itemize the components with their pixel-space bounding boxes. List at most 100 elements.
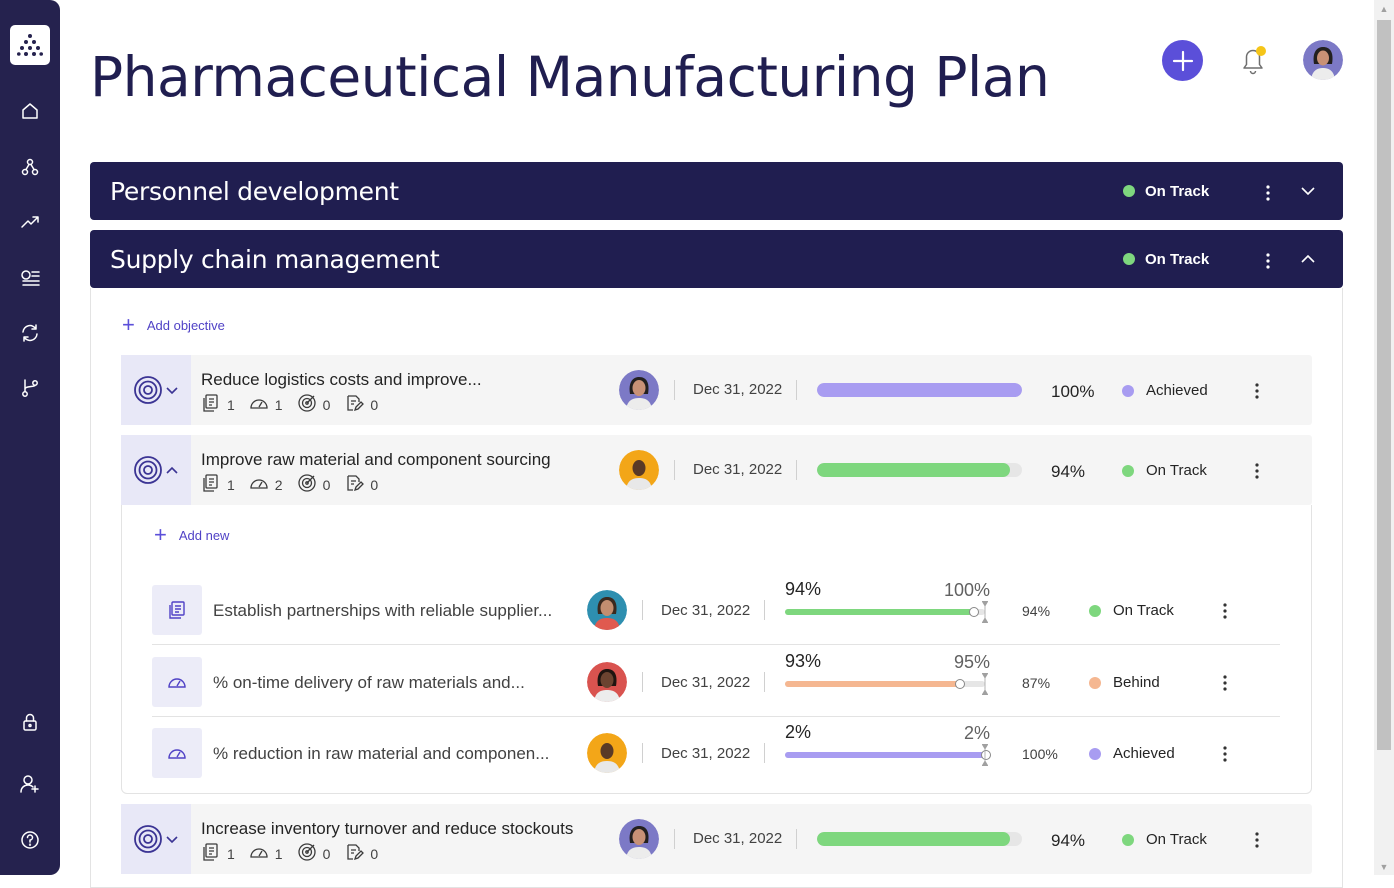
key-result-title[interactable]: Establish partnerships with reliable sup… (213, 601, 553, 620)
owner-avatar[interactable] (587, 662, 627, 702)
notifications-button[interactable] (1238, 44, 1268, 76)
meta-count-value: 0 (370, 845, 379, 862)
add-objective-link[interactable]: + Add objective (122, 314, 225, 336)
user-avatar[interactable] (1303, 40, 1343, 80)
key-result-status: On Track (1089, 602, 1174, 619)
key-result-row[interactable]: % reduction in raw material and componen… (152, 718, 1280, 788)
meta-count-value: 0 (322, 845, 331, 862)
key-result-row[interactable]: Establish partnerships with reliable sup… (152, 575, 1280, 645)
due-date: Dec 31, 2022 (661, 745, 751, 762)
edit-note-icon (344, 473, 370, 496)
chevron-up-icon[interactable] (1298, 249, 1318, 269)
owner-avatar[interactable] (587, 733, 627, 773)
progress-fill (785, 609, 973, 615)
scroll-down-icon[interactable]: ▼ (1379, 861, 1389, 872)
home-icon[interactable] (18, 99, 42, 123)
help-icon[interactable] (18, 828, 42, 852)
progress-knob[interactable] (981, 750, 991, 760)
more-options-icon[interactable] (1215, 744, 1235, 764)
lock-icon[interactable] (18, 710, 42, 734)
meta-count: 0 (344, 473, 378, 496)
objective-row[interactable]: Increase inventory turnover and reduce s… (121, 804, 1312, 874)
objective-toggle[interactable] (121, 435, 191, 505)
objective-title[interactable]: Improve raw material and component sourc… (201, 450, 551, 469)
objective-title[interactable]: Reduce logistics costs and improve... (201, 370, 482, 389)
target-value: 2% (963, 723, 990, 743)
objective-target-icon (134, 376, 178, 404)
scroll-up-icon[interactable]: ▲ (1379, 3, 1389, 14)
key-result-row[interactable]: % on-time delivery of raw materials and.… (152, 647, 1280, 717)
progress-percent: 100% (1022, 746, 1058, 762)
scroll-thumb[interactable] (1377, 20, 1391, 750)
edit-note-icon (344, 393, 370, 416)
more-options-icon[interactable] (1215, 601, 1235, 621)
objective-toggle[interactable] (121, 804, 191, 874)
meta-count-value: 1 (274, 396, 283, 413)
more-options-icon[interactable] (1247, 461, 1267, 481)
key-results-panel (121, 505, 1312, 794)
objective-status: On Track (1122, 831, 1207, 848)
objective-toggle[interactable] (121, 355, 191, 425)
progress-percent: 87% (1022, 675, 1051, 691)
meta-count: 0 (297, 473, 330, 496)
owner-avatar[interactable] (619, 370, 659, 410)
more-options-icon[interactable] (1215, 673, 1235, 693)
current-value: 94% (785, 579, 822, 599)
more-options-icon[interactable] (1247, 381, 1267, 401)
key-result-title[interactable]: % reduction in raw material and componen… (213, 744, 550, 763)
meta-count: 1 (201, 473, 235, 496)
status-dot (1123, 185, 1135, 197)
progress-bar (817, 463, 1022, 477)
owner-avatar[interactable] (619, 450, 659, 490)
branch-icon[interactable] (18, 376, 42, 400)
chevron-down-icon[interactable] (1298, 181, 1318, 201)
meta-count: 0 (297, 842, 331, 865)
progress-bar (817, 383, 1022, 397)
sync-icon[interactable] (18, 321, 42, 345)
key-result-title[interactable]: % on-time delivery of raw materials and.… (213, 673, 525, 692)
more-options-icon[interactable] (1258, 251, 1278, 271)
network-icon[interactable] (18, 155, 42, 179)
group-title: Personnel development (110, 176, 399, 206)
group-title: Supply chain management (110, 244, 440, 274)
group-header[interactable]: Personnel development On Track (90, 162, 1343, 220)
owner-avatar[interactable] (587, 590, 627, 630)
objective-meta: 1 2 0 0 (201, 473, 392, 496)
meta-count: 1 (201, 842, 235, 865)
status-dot (1122, 464, 1134, 477)
status-dot (1122, 384, 1134, 397)
edit-note-icon (344, 842, 370, 865)
current-value: 93% (785, 651, 822, 671)
progress-knob[interactable] (955, 679, 965, 689)
objective-row[interactable]: Improve raw material and component sourc… (121, 435, 1312, 505)
app-logo-icon[interactable] (10, 25, 50, 65)
meta-count-value: 0 (322, 396, 331, 413)
objective-target-icon (134, 825, 178, 853)
gauge-icon (249, 473, 275, 496)
status-label: On Track (1113, 602, 1174, 619)
add-new-link[interactable]: + Add new (154, 524, 229, 546)
more-options-icon[interactable] (1258, 183, 1278, 203)
status-dot (1089, 676, 1101, 689)
divider (764, 743, 765, 763)
status-dot (1122, 833, 1134, 846)
group-header[interactable]: Supply chain management On Track (90, 230, 1343, 288)
gauge-icon (152, 657, 202, 707)
owner-avatar[interactable] (619, 819, 659, 859)
due-date: Dec 31, 2022 (693, 461, 783, 478)
trend-up-icon[interactable] (18, 210, 42, 234)
status-label: On Track (1145, 250, 1210, 268)
page-title: Pharmaceutical Manufacturing Plan (90, 45, 1050, 109)
doc-icon (201, 842, 227, 865)
list-icon[interactable] (18, 265, 42, 289)
add-button[interactable] (1162, 40, 1203, 81)
group-status: On Track (1123, 183, 1209, 200)
divider (642, 600, 643, 620)
divider (674, 829, 675, 849)
more-options-icon[interactable] (1247, 830, 1267, 850)
progress-knob[interactable] (969, 607, 979, 617)
objective-title[interactable]: Increase inventory turnover and reduce s… (201, 819, 574, 838)
add-user-icon[interactable] (18, 772, 42, 796)
page-scrollbar[interactable]: ▲ ▼ (1374, 0, 1394, 875)
